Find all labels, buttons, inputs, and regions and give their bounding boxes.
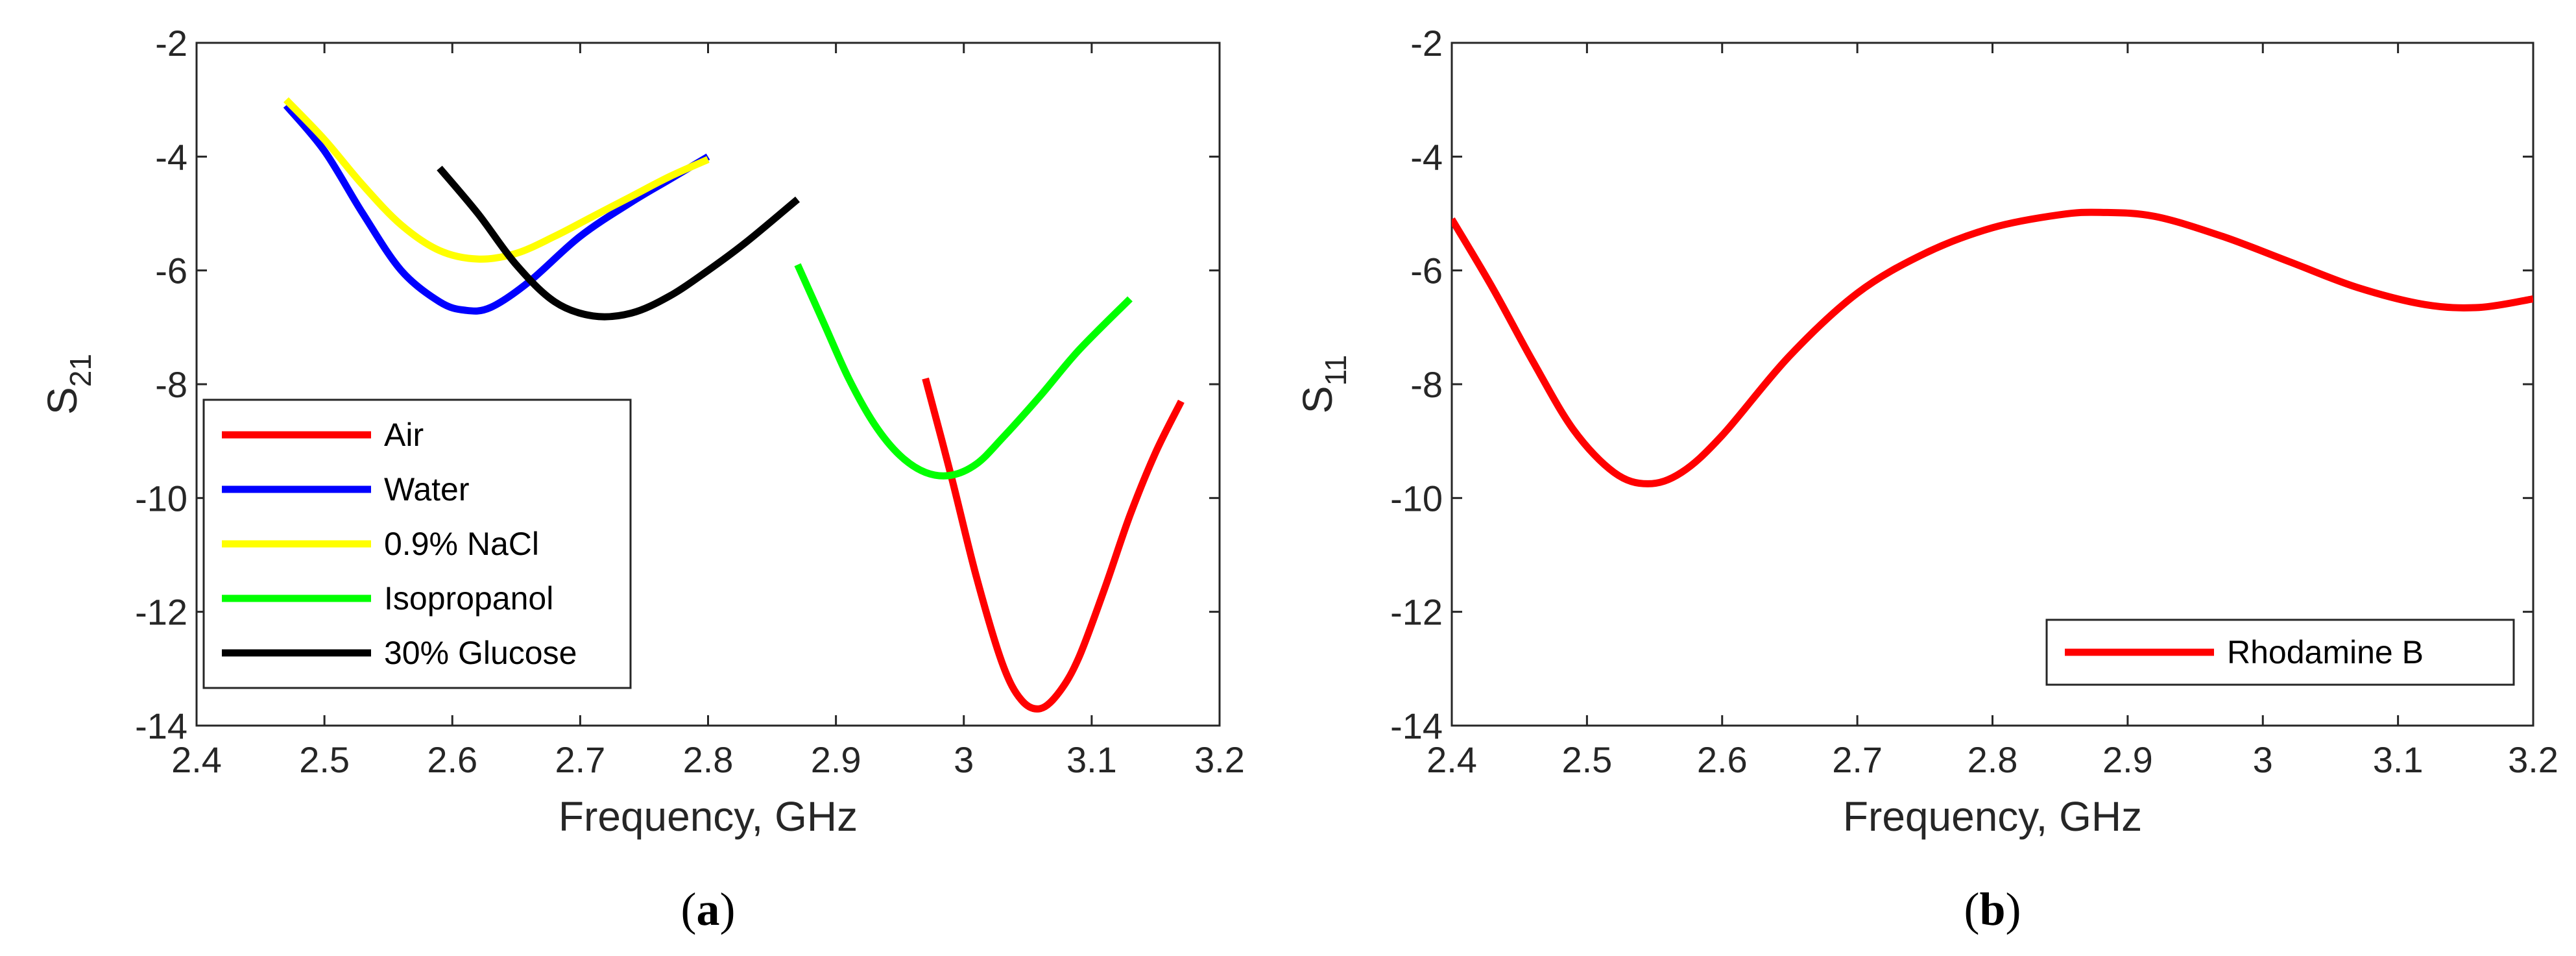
y-tick-label: -10	[1390, 478, 1443, 519]
x-tick-label: 3.2	[2508, 739, 2558, 780]
plot-area	[1451, 42, 2534, 727]
y-axis-label-main: S	[1294, 386, 1341, 414]
x-tick-label: 2.8	[1968, 739, 2018, 780]
y-tick-label: -14	[135, 705, 187, 746]
caption-open-paren: (	[1964, 883, 1979, 935]
y-tick-label: -8	[1410, 364, 1443, 405]
x-tick-label: 2.4	[171, 739, 222, 780]
legend: Air Water 0.9% NaCl Isopropanol 30% Glucose	[202, 398, 632, 689]
y-axis-label: S21	[39, 354, 97, 415]
x-tick-label: 2.5	[1561, 739, 1612, 780]
x-tick-label: 3.1	[1066, 739, 1117, 780]
y-tick-label: -12	[1390, 592, 1443, 633]
caption-close-paren: )	[2006, 883, 2021, 935]
chart-a: 2.4 2.5 2.6 2.7 2.8 2.9 3 3.1 3.2 -2 -4 -6 -8 -10 -12 -…	[39, 23, 1245, 935]
x-tick-label: 2.5	[299, 739, 350, 780]
y-tick-label: -4	[1410, 136, 1443, 177]
x-tick-label: 2.7	[1832, 739, 1883, 780]
y-tick-label: -12	[135, 592, 187, 633]
y-axis-label-subscript: 11	[1319, 355, 1353, 386]
legend-label: Air	[384, 417, 424, 453]
panel-caption: (b)	[1964, 883, 2021, 935]
series-line-isopropanol	[794, 263, 1133, 480]
x-tick-label: 2.7	[555, 739, 605, 780]
caption-close-paren: )	[720, 883, 736, 935]
y-axis-label-subscript: 21	[64, 354, 97, 387]
caption-letter: a	[697, 883, 720, 935]
y-tick-label: -10	[135, 478, 187, 519]
y-axis-label-main: S	[39, 387, 86, 415]
y-tick-label: -6	[155, 251, 187, 291]
x-tick-label: 2.9	[2102, 739, 2153, 780]
y-axis-label: S11	[1294, 355, 1353, 413]
y-tick-label: -6	[1410, 251, 1443, 291]
x-axis-label: Frequency, GHz	[1843, 793, 2142, 840]
x-tick-label: 3.1	[2373, 739, 2424, 780]
x-tick-label: 2.8	[683, 739, 734, 780]
legend-label: 0.9% NaCl	[384, 526, 539, 562]
series-line-30-glucose	[437, 165, 800, 321]
series-line-water	[283, 103, 710, 315]
legend-label: Isopropanol	[384, 580, 553, 617]
x-tick-label: 2.4	[1426, 739, 1477, 780]
legend: Rhodamine B	[2045, 619, 2515, 686]
x-axis-label: Frequency, GHz	[559, 793, 858, 840]
y-tick-label: -2	[1410, 23, 1443, 64]
x-tick-label: 2.9	[811, 739, 861, 780]
y-tick-label: -14	[1390, 705, 1443, 746]
y-tick-label: -4	[155, 136, 187, 177]
panel-caption: (a)	[681, 883, 736, 935]
x-tick-label: 3	[2253, 739, 2273, 780]
legend-label: 30% Glucose	[384, 635, 577, 671]
legend-label: Rhodamine B	[2227, 634, 2424, 670]
chart-b: 2.4 2.5 2.6 2.7 2.8 2.9 3 3.1 3.2 -2 -4 -6 -8 -10 -12 -…	[1294, 23, 2558, 935]
x-tick-label: 2.6	[1697, 739, 1748, 780]
series-line-rhodamine-b	[1452, 208, 2533, 487]
caption-letter: b	[1979, 883, 2005, 935]
x-tick-label: 3.2	[1194, 739, 1245, 780]
y-tick-label: -2	[155, 23, 187, 64]
series-line-0-9-nacl	[283, 97, 710, 263]
caption-open-paren: (	[681, 883, 697, 935]
x-tick-label: 2.6	[427, 739, 477, 780]
x-tick-label: 3	[954, 739, 974, 780]
legend-label: Water	[384, 471, 470, 508]
y-tick-label: -8	[155, 364, 187, 405]
series-line-air	[922, 377, 1185, 713]
